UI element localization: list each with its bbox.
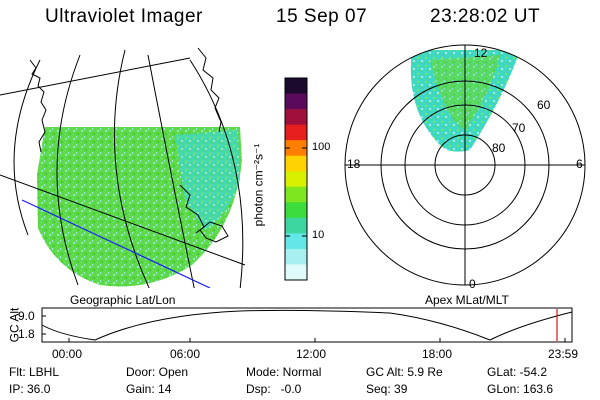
uv-image-swath-light — [175, 130, 240, 230]
polar-map — [344, 44, 586, 286]
xtick-2359: 23:59 — [548, 347, 579, 361]
lat-lon-grid — [0, 49, 246, 288]
mlt-label-6: 6 — [576, 157, 583, 171]
mlat-label-60: 60 — [537, 98, 551, 112]
colorbar-segment — [285, 217, 307, 234]
mlat-label-70: 70 — [512, 121, 526, 135]
colorbar-segment — [285, 109, 307, 126]
coastlines — [29, 47, 229, 243]
info-door: Door: Open — [126, 365, 189, 379]
date-label: 15 Sep 07 — [276, 6, 368, 27]
info-glon: GLon: 163.6 — [487, 382, 554, 396]
info-seq: Seq: 39 — [366, 382, 408, 396]
colorbar-segment — [285, 248, 307, 265]
alt-ytick-9: 9.0 — [18, 309, 35, 323]
mlt-label-0: 0 — [469, 277, 476, 291]
info-flt: Flt: LBHL — [9, 365, 60, 379]
mlt-label-18: 18 — [347, 157, 361, 171]
instrument-title: Ultraviolet Imager — [45, 6, 203, 27]
apex-caption: Apex MLat/MLT — [425, 293, 509, 307]
colorbar-segment — [285, 155, 307, 172]
colorbar-unit-label: photon cm⁻²s⁻¹ — [251, 143, 266, 227]
colorbar-segment — [285, 140, 307, 157]
colorbar-segment — [285, 202, 307, 219]
mlt-label-12: 12 — [474, 46, 488, 60]
info-gcalt: GC Alt: 5.9 Re — [366, 365, 443, 379]
info-ip: IP: 36.0 — [9, 382, 51, 396]
colorbar-segment — [285, 78, 307, 95]
altitude-curve — [41, 309, 573, 341]
info-gain: Gain: 14 — [126, 382, 172, 396]
geographic-caption: Geographic Lat/Lon — [70, 293, 176, 307]
time-label: 23:28:02 UT — [430, 6, 541, 27]
colorbar-segment — [285, 171, 307, 188]
colorbar-segment — [285, 264, 307, 281]
alt-ytick-1-8: 1.8 — [18, 327, 35, 341]
colorbar-segment — [285, 186, 307, 203]
xtick-1800: 18:00 — [422, 347, 453, 361]
ground-track-line — [21, 199, 211, 288]
colorbar-segment — [285, 233, 307, 250]
info-dsp: Dsp: -0.0 — [246, 382, 302, 396]
colorbar — [285, 78, 307, 281]
info-glat: GLat: -54.2 — [487, 365, 548, 379]
altitude-plot — [41, 307, 573, 343]
geographic-map — [0, 47, 246, 288]
xtick-0600: 06:00 — [170, 347, 201, 361]
colorbar-tick-100: 100 — [312, 141, 331, 153]
colorbar-tick-10: 10 — [312, 229, 325, 241]
colorbar-segment — [285, 124, 307, 141]
mlat-label-80: 80 — [492, 141, 506, 155]
colorbar-segment — [285, 93, 307, 110]
xtick-0000: 00:00 — [52, 347, 83, 361]
xtick-1200: 12:00 — [296, 347, 327, 361]
info-mode: Mode: Normal — [246, 365, 322, 379]
